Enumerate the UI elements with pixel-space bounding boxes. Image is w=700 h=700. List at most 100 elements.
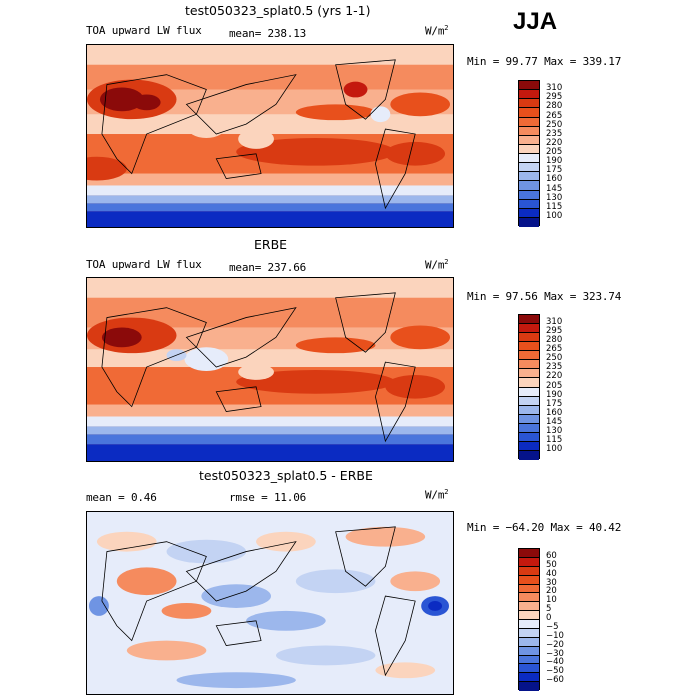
panel2-title: ERBE	[254, 237, 288, 252]
colorbar-2-tick-label: 175	[546, 398, 563, 409]
colorbar-1-tick-label: 115	[546, 201, 563, 212]
colorbar-3-tick-label: 20	[546, 586, 557, 597]
colorbar-3-swatch	[519, 620, 539, 629]
colorbar-2-swatch	[519, 342, 539, 352]
colorbar-3-tick-label: 50	[546, 559, 557, 570]
colorbar-3-swatch	[519, 584, 539, 594]
colorbar-3-tick-label: 30	[546, 577, 557, 588]
colorbar-2-swatch	[519, 333, 539, 343]
colorbar-1-tick-label: 145	[546, 183, 563, 194]
colorbar-3-tick-label: −5	[546, 621, 559, 632]
colorbar-1-tick-label: 265	[546, 110, 563, 121]
colorbar-3-tick-label: 0	[546, 613, 552, 623]
panel2-map-svg	[87, 278, 453, 461]
panel1-map-svg	[87, 45, 453, 227]
colorbar-2-swatch	[519, 414, 539, 424]
colorbar-3-tick-label: 60	[546, 550, 557, 561]
colorbar-2-swatch	[519, 324, 539, 334]
colorbar-2-tick-label: 280	[546, 335, 563, 346]
colorbar-3-swatch	[519, 602, 539, 612]
colorbar-1-swatch	[519, 90, 539, 100]
colorbar-2-swatch	[519, 423, 539, 433]
panel1-mean-label: mean= 238.13	[229, 27, 307, 40]
colorbar-2-swatch	[519, 387, 539, 397]
colorbar-3-tick-label: −20	[546, 639, 564, 650]
colorbar-2-tick-label: 250	[546, 353, 563, 364]
panel2-field-label: TOA upward LW flux	[86, 258, 202, 271]
panel3-rmse-label: rmse = 11.06	[229, 491, 307, 504]
colorbar-2-swatch	[519, 432, 539, 442]
colorbar-1-tick-label: 205	[546, 147, 563, 157]
panel2-units: W/m2	[425, 258, 449, 272]
colorbar-1-tick-label: 100	[546, 210, 563, 221]
colorbar-1-swatch	[519, 108, 539, 118]
colorbar-1-tick-label: 220	[546, 137, 563, 148]
colorbar-1-tick-label: 190	[546, 156, 563, 167]
colorbar-1-swatch	[519, 217, 539, 227]
colorbar-3-swatch	[519, 549, 539, 558]
colorbar-2-swatch	[519, 360, 539, 370]
colorbar-1-swatch	[519, 163, 539, 173]
colorbar-1-tick-label: 130	[546, 192, 563, 203]
panel2-minmax: Min = 97.56 Max = 323.74	[467, 290, 622, 303]
colorbar-2-swatch	[519, 405, 539, 415]
colorbar-2-tick-label: 160	[546, 407, 563, 418]
colorbar-1-swatch	[519, 154, 539, 164]
colorbar-1-swatch	[519, 144, 539, 154]
colorbar-1-swatch	[519, 208, 539, 218]
colorbar-1-swatch	[519, 99, 539, 109]
colorbar-3-tick-label: −10	[546, 630, 564, 641]
colorbar-1-tick-label: 175	[546, 165, 563, 176]
colorbar-2-tick-label: 145	[546, 416, 563, 427]
panel1-title: test050323_splat0.5 (yrs 1-1)	[185, 3, 371, 18]
colorbar-1-tick-label: 310	[546, 83, 563, 94]
colorbar-1-tick-label: 250	[546, 119, 563, 130]
colorbar-3-tick-label: −30	[546, 648, 564, 659]
colorbar-2-tick-label: 100	[546, 443, 563, 454]
colorbar-1-tick-label: 280	[546, 101, 563, 112]
colorbar-2-tick-label: 205	[546, 380, 563, 391]
colorbar-2-swatch	[519, 396, 539, 406]
panel2-map	[86, 277, 454, 462]
colorbar-3-tick-label: 5	[546, 604, 552, 615]
season-label: JJA	[513, 8, 558, 35]
panel1-colorbar	[518, 80, 540, 227]
colorbar-3-swatch	[519, 611, 539, 620]
colorbar-2-tick-label: 235	[546, 362, 563, 373]
colorbar-1-swatch	[519, 199, 539, 209]
colorbar-3-swatch	[519, 628, 539, 638]
colorbar-3-tick-label: −60	[546, 675, 564, 686]
colorbar-3-swatch	[519, 655, 539, 665]
colorbar-2-swatch	[519, 369, 539, 379]
colorbar-3-swatch	[519, 593, 539, 603]
colorbar-2-swatch	[519, 351, 539, 361]
colorbar-3-tick-label: 40	[546, 568, 557, 579]
colorbar-2-swatch	[519, 450, 539, 460]
colorbar-3-swatch	[519, 646, 539, 656]
colorbar-3-tick-label: 10	[546, 595, 557, 606]
colorbar-2-tick-label: 295	[546, 326, 563, 337]
panel1-field-label: TOA upward LW flux	[86, 24, 202, 37]
colorbar-1-tick-label: 235	[546, 128, 563, 139]
colorbar-3-swatch	[519, 682, 539, 691]
colorbar-2-tick-label: 310	[546, 317, 563, 328]
panel3-mean-label: mean = 0.46	[86, 491, 157, 504]
colorbar-3-tick-label: −50	[546, 666, 564, 677]
panel2-colorbar	[518, 314, 540, 460]
colorbar-3-swatch	[519, 664, 539, 674]
panel3-title: test050323_splat0.5 - ERBE	[199, 468, 373, 483]
colorbar-2-swatch	[519, 441, 539, 451]
colorbar-1-tick-label: 160	[546, 174, 563, 185]
panel3-map-svg	[87, 512, 453, 694]
colorbar-3-swatch	[519, 575, 539, 585]
panel3-map	[86, 511, 454, 695]
panel1-minmax: Min = 99.77 Max = 339.17	[467, 55, 622, 68]
colorbar-1-swatch	[519, 181, 539, 191]
panel1-units: W/m2	[425, 24, 449, 38]
colorbar-2-tick-label: 115	[546, 434, 563, 445]
colorbar-3-swatch	[519, 557, 539, 567]
colorbar-1-swatch	[519, 117, 539, 127]
panel3-colorbar	[518, 548, 540, 691]
colorbar-3-tick-label: −40	[546, 657, 564, 668]
colorbar-1-swatch	[519, 135, 539, 145]
